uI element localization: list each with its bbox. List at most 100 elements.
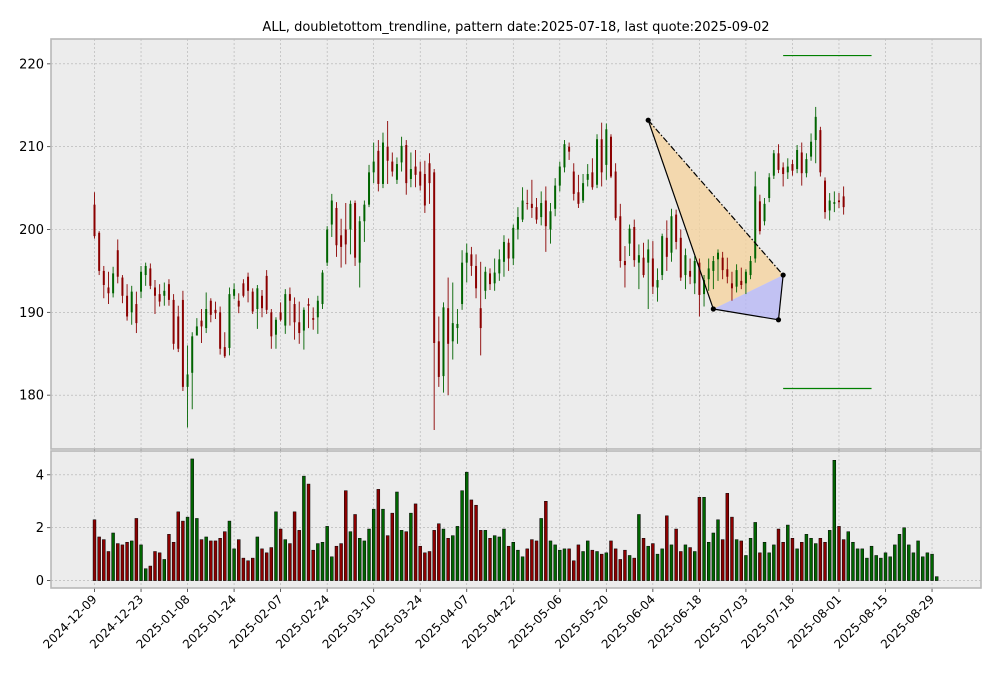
volume-bar — [599, 553, 604, 581]
candle-body — [619, 216, 622, 261]
candle-body — [489, 273, 492, 285]
candle-body — [530, 203, 533, 208]
volume-bar — [734, 539, 739, 581]
volume-bar — [381, 508, 385, 581]
volume-bar — [130, 540, 134, 581]
candle-body — [819, 130, 822, 173]
candle-body — [335, 207, 338, 246]
candle-body — [572, 171, 575, 194]
volume-bar — [623, 549, 627, 581]
volume-bar — [613, 548, 618, 581]
candle-body — [614, 171, 617, 218]
volume-bar — [753, 522, 757, 581]
volume-bar — [502, 528, 506, 581]
candle-body — [293, 304, 296, 323]
volume-bar — [790, 538, 795, 581]
candle-body — [558, 166, 561, 186]
candle-body — [758, 201, 761, 232]
volume-bar — [116, 543, 120, 581]
volume-bar — [227, 520, 232, 581]
volume-bar — [530, 539, 534, 581]
price-y-tick-label: 220 — [19, 57, 44, 72]
volume-bar — [706, 541, 711, 581]
volume-bar — [809, 538, 813, 581]
candle-body — [670, 216, 673, 253]
volume-bar — [353, 514, 357, 581]
volume-bar — [921, 556, 925, 581]
volume-bar — [907, 544, 911, 581]
volume-bar — [869, 545, 874, 581]
volume-bar — [260, 548, 264, 581]
volume-bar — [134, 518, 139, 581]
candle-body — [112, 273, 115, 294]
candle-body — [475, 265, 478, 289]
volume-bar — [506, 545, 511, 581]
volume-bar — [423, 552, 427, 581]
candle-body — [163, 290, 166, 296]
volume-bar — [497, 536, 502, 581]
volume-bar — [390, 512, 394, 581]
candle-body — [107, 287, 110, 294]
pattern-point — [775, 317, 782, 323]
volume-bar — [818, 538, 823, 581]
volume-bar — [669, 544, 674, 581]
volume-bar — [269, 547, 274, 581]
volume-bar — [646, 545, 650, 581]
candle-body — [428, 163, 431, 184]
volume-bar — [934, 576, 939, 581]
volume-bar — [697, 497, 702, 581]
pattern-line-down — [647, 119, 714, 310]
volume-bar — [209, 540, 213, 581]
pattern-fill-peak — [648, 120, 784, 310]
candle-body — [144, 265, 147, 276]
candle-body — [828, 200, 831, 211]
volume-bar — [334, 545, 339, 581]
pattern-point — [780, 272, 786, 278]
volume-bar — [586, 540, 590, 581]
volume-bar — [665, 515, 669, 581]
candle-body — [153, 287, 156, 296]
candle-body — [121, 277, 124, 296]
candle-body — [600, 139, 603, 173]
candle-body — [633, 227, 636, 261]
volume-bar — [725, 493, 730, 581]
candle-body — [298, 322, 301, 334]
price-panel: 180 190 200 210 220 — [19, 38, 982, 453]
candle-body — [586, 174, 589, 180]
candle-body — [377, 150, 380, 184]
candle-body — [498, 259, 501, 274]
volume-bar — [274, 511, 278, 581]
volume-bar — [237, 539, 241, 581]
candle-body — [358, 221, 361, 263]
volume-bar — [139, 544, 143, 581]
candle-body — [698, 262, 701, 295]
candle-body — [340, 235, 343, 247]
volume-bar — [120, 544, 125, 581]
candle-body — [726, 269, 729, 277]
candle-body — [609, 136, 612, 177]
volume-y-tick-label: 4 — [36, 468, 44, 483]
candle-body — [628, 228, 631, 244]
candle-body — [437, 341, 440, 377]
volume-bar — [786, 524, 790, 581]
volume-bar — [776, 528, 781, 581]
volume-bar — [474, 504, 478, 581]
volume-bar — [730, 516, 734, 581]
candle-body — [354, 203, 357, 258]
volume-bar — [655, 553, 660, 581]
candle-body — [717, 252, 720, 260]
volume-bar — [451, 535, 455, 581]
candle-body — [223, 347, 226, 357]
candle-body — [400, 145, 403, 163]
volume-bar — [548, 540, 553, 581]
candle-body — [442, 307, 445, 377]
candle-body — [837, 200, 840, 203]
volume-bar — [595, 551, 599, 581]
volume-bar — [846, 531, 850, 581]
candle-body — [605, 129, 608, 165]
volume-bar — [637, 514, 641, 581]
volume-bar — [576, 544, 581, 581]
candle-body — [167, 284, 170, 300]
volume-bar — [204, 536, 208, 581]
